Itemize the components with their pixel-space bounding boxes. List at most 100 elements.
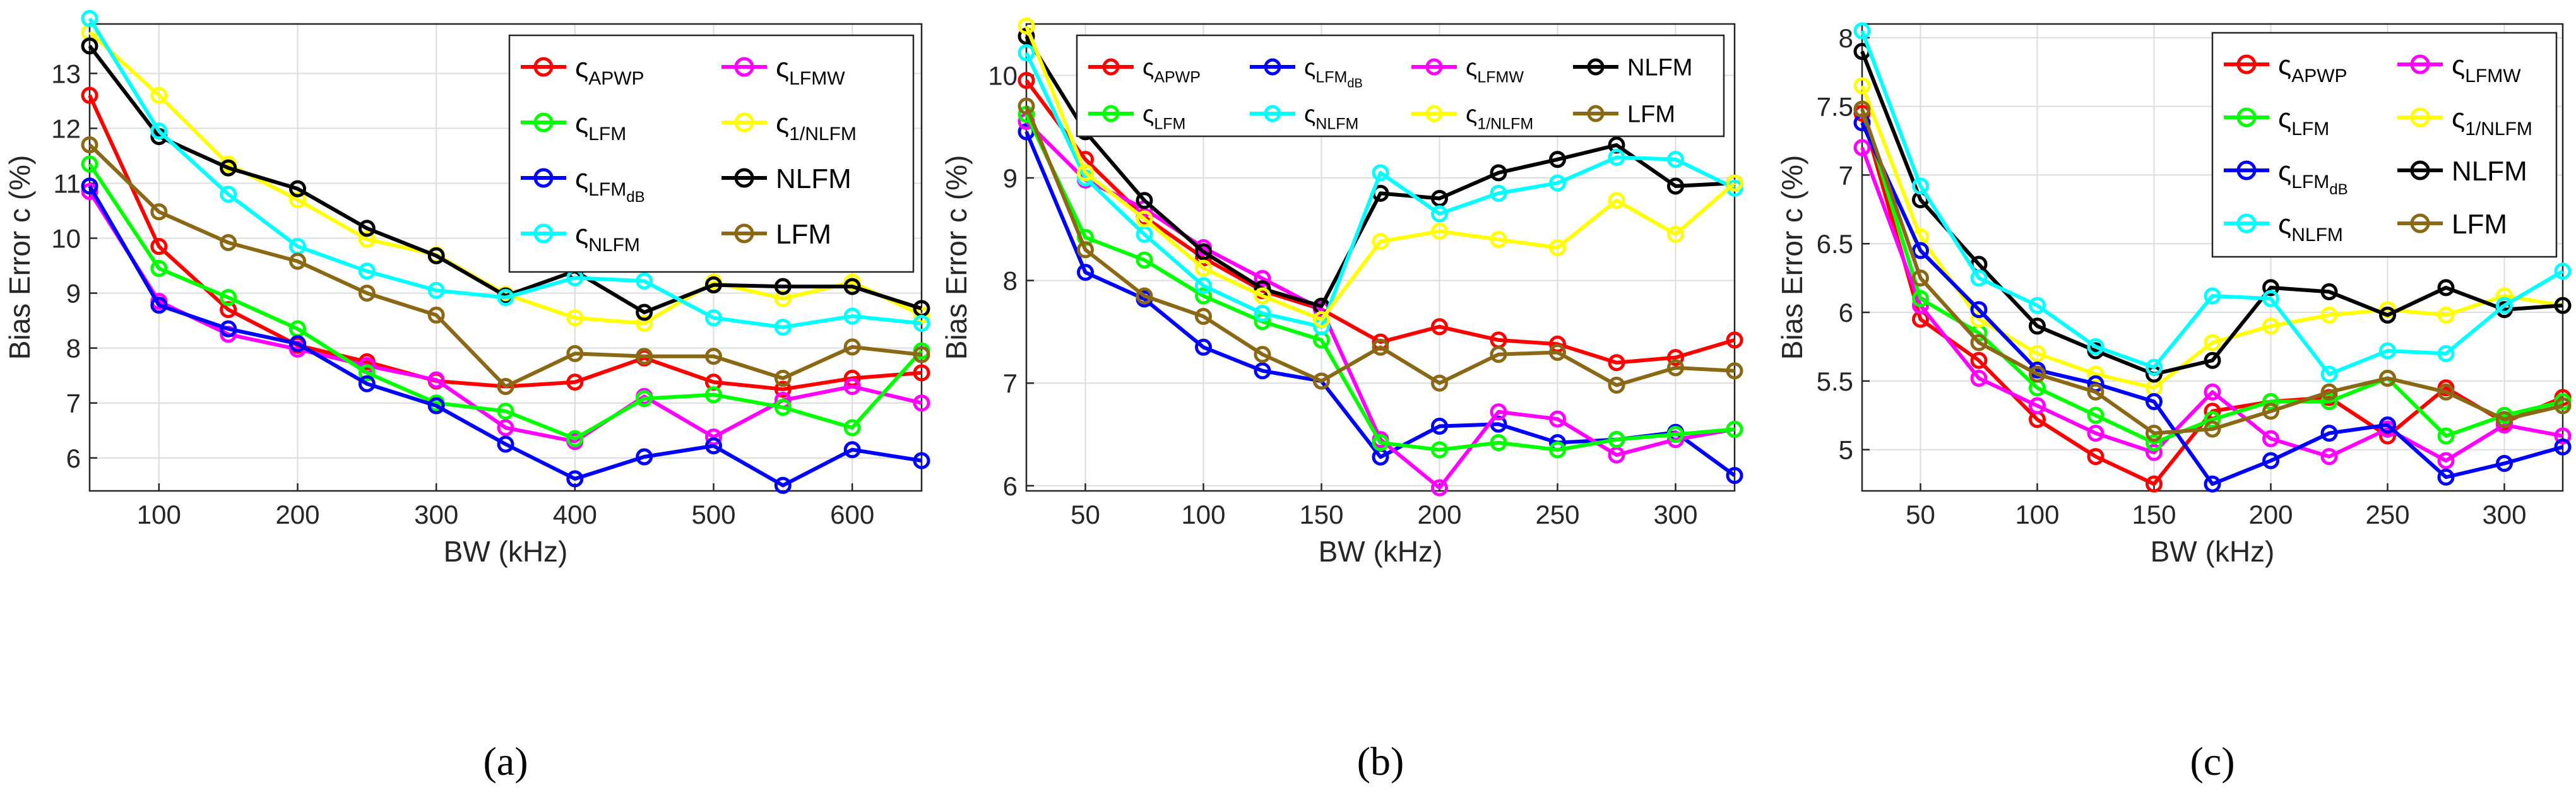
- legend-entry-nlfm: NLFM: [2397, 156, 2527, 187]
- x-tick-label: 200: [275, 500, 319, 529]
- legend-label-subscript: APWP: [1154, 68, 1201, 86]
- series-line: [1860, 50, 2563, 376]
- legend-label: ςNLFM: [575, 219, 640, 256]
- legend-label-name: ς: [575, 163, 588, 194]
- legend-label-name: ς: [2278, 50, 2291, 81]
- data-point: [774, 290, 792, 307]
- y-tick-label: 12: [51, 114, 81, 143]
- data-point: [150, 122, 168, 140]
- x-axis-label: BW (kHz): [2151, 535, 2275, 568]
- data-point: [2146, 434, 2163, 452]
- data-point: [843, 307, 861, 325]
- y-tick-label: 8: [1839, 23, 1853, 53]
- series-lfmw: [1853, 139, 2572, 469]
- data-point: [1970, 351, 1988, 369]
- y-tick-label: 11: [53, 168, 81, 198]
- legend-label-subscript: LFM: [1154, 115, 1185, 132]
- legend-label-subscript: LFM: [588, 179, 626, 200]
- legend-label: ς1/NLFM: [1466, 102, 1533, 133]
- data-point: [1254, 346, 1271, 363]
- data-point: [2204, 475, 2221, 493]
- series-lfmdb: [81, 177, 930, 494]
- data-point: [2437, 279, 2455, 297]
- data-point: [774, 319, 792, 336]
- legend-label-name: ς: [776, 52, 789, 83]
- legend-label: ςLFMW: [776, 52, 845, 89]
- data-point: [1490, 184, 1507, 202]
- panel-label: (c): [2190, 739, 2235, 784]
- legend-label-name: ς: [575, 108, 588, 139]
- legend-label-subscript: LFM: [1315, 68, 1347, 86]
- legend-label-subscript: LFMW: [1477, 68, 1524, 86]
- data-point: [220, 233, 237, 251]
- data-point: [2320, 283, 2338, 300]
- legend-marker: [533, 223, 554, 244]
- y-tick-label: 7.5: [1817, 92, 1853, 122]
- legend-label: ςLFMW: [2452, 50, 2521, 86]
- legend-marker: [1425, 105, 1443, 122]
- series-line: [1024, 52, 1736, 329]
- data-point: [2437, 427, 2455, 445]
- legend-marker: [2236, 160, 2257, 180]
- legend-label-name: LFM: [2452, 209, 2507, 240]
- data-point: [150, 238, 168, 256]
- data-point: [358, 364, 376, 382]
- data-point: [81, 177, 98, 195]
- legend-label-subscript: NLFM: [588, 235, 640, 256]
- data-point: [1667, 426, 1684, 444]
- legend-entry-nlfm_c: ςNLFM: [521, 219, 640, 256]
- data-point: [1254, 287, 1271, 305]
- legend-box: [508, 34, 915, 273]
- data-point: [2204, 383, 2221, 401]
- legend-label-subscript: 1/NLFM: [789, 124, 857, 144]
- legend-label: NLFM: [776, 163, 852, 194]
- legend-label: NLFM: [1627, 55, 1692, 81]
- y-tick-label: 8: [1003, 266, 1018, 296]
- y-tick-label: 6: [1839, 298, 1853, 327]
- series-lfm: [1018, 97, 1743, 394]
- y-axis-label: Bias Error c (%): [940, 155, 973, 360]
- data-point: [1667, 177, 1684, 195]
- legend-marker: [1264, 105, 1281, 122]
- data-point: [636, 390, 653, 408]
- y-tick-label: 10: [51, 224, 81, 254]
- legend-label: ςLFMdB: [2278, 156, 2348, 198]
- series-line: [1860, 108, 2563, 435]
- series-line: [1860, 146, 2563, 463]
- legend-label: NLFM: [2452, 156, 2527, 187]
- y-tick-label: 9: [1003, 163, 1018, 193]
- legend-marker: [2236, 107, 2257, 127]
- legend-label-subscript: APWP: [2291, 66, 2347, 86]
- series-lfm: [1853, 100, 2572, 442]
- x-tick-label: 200: [1417, 500, 1461, 529]
- legend-label: ςLFMdB: [575, 163, 645, 206]
- y-tick-label: 6.5: [1817, 229, 1853, 259]
- data-point: [358, 230, 376, 248]
- data-point: [1726, 174, 1743, 192]
- series-line: [1860, 85, 2563, 390]
- data-point: [1549, 441, 1566, 459]
- series-line: [1024, 35, 1735, 309]
- legend-label-sub-subscript: dB: [2329, 181, 2347, 198]
- legend-label-name: ς: [575, 219, 588, 250]
- legend-marker: [734, 223, 754, 244]
- legend-label: ςAPWP: [575, 52, 644, 89]
- legend-entry-lfm: LFM: [721, 219, 831, 250]
- data-point: [1136, 251, 1153, 269]
- data-point: [1136, 192, 1153, 209]
- data-point: [150, 86, 168, 104]
- legend-entry-apwp: ςAPWP: [1088, 55, 1201, 86]
- data-point: [1912, 242, 1929, 259]
- axes-frame: [1025, 23, 1736, 492]
- data-point: [150, 203, 168, 221]
- data-point: [2320, 425, 2338, 442]
- data-point: [2554, 262, 2572, 280]
- data-point: [1608, 376, 1625, 394]
- data-point: [1549, 239, 1566, 257]
- data-point: [705, 276, 722, 294]
- data-point: [2320, 393, 2338, 411]
- data-point: [1195, 338, 1212, 356]
- legend-label: ςLFM: [2278, 103, 2329, 139]
